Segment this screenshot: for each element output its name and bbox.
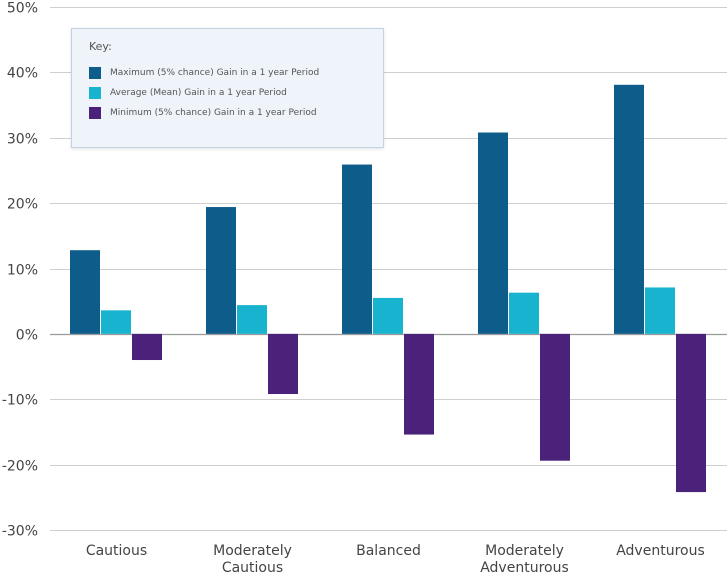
y-tick-label: 40%: [7, 66, 38, 82]
bar: [70, 250, 100, 334]
bar: [478, 132, 508, 334]
y-tick-label: 30%: [7, 132, 38, 148]
legend-swatch-maximum: [89, 67, 101, 79]
y-tick-label: 10%: [7, 263, 38, 279]
x-axis-category-labels: Cautious Moderately Cautious Balanced Modera…: [86, 543, 705, 575]
y-axis-tick-labels: 50% 40% 30% 20% 10% 0% -10% -20% -30%: [2, 1, 38, 540]
x-category-label: Moderately Adventurous: [480, 543, 569, 575]
bar: [614, 84, 644, 334]
bar: [132, 333, 162, 361]
x-category-label: Cautious: [86, 543, 147, 559]
y-tick-label: 20%: [7, 197, 38, 213]
legend-label-maximum: Maximum (5% chance) Gain in a 1 year Per…: [110, 68, 320, 78]
legend-label-average: Average (Mean) Gain in a 1 year Period: [110, 88, 287, 98]
bar: [342, 164, 372, 334]
bar: [101, 310, 131, 334]
legend-title: Key:: [89, 40, 112, 53]
bar: [373, 297, 403, 334]
legend: Key: Maximum (5% chance) Gain in a 1 yea…: [71, 28, 384, 148]
legend-swatch-minimum: [89, 107, 101, 119]
legend-item-minimum: Minimum (5% chance) Gain in a 1 year Per…: [89, 107, 317, 119]
x-category-label: Balanced: [356, 543, 421, 559]
bar: [206, 207, 236, 334]
bar: [268, 333, 298, 395]
bar: [509, 292, 539, 334]
x-category-label: Adventurous: [616, 543, 705, 559]
legend-label-minimum: Minimum (5% chance) Gain in a 1 year Per…: [110, 108, 317, 118]
y-tick-label: 0%: [16, 328, 38, 344]
y-tick-label: -10%: [2, 393, 38, 409]
bar: [237, 305, 267, 334]
y-tick-label: -20%: [2, 459, 38, 475]
x-category-label: Moderately Cautious: [213, 543, 292, 575]
bar: [404, 333, 434, 435]
bar: [676, 333, 706, 493]
y-tick-label: -30%: [2, 524, 38, 540]
legend-item-maximum: Maximum (5% chance) Gain in a 1 year Per…: [89, 67, 319, 79]
y-tick-label: 50%: [7, 1, 38, 17]
legend-swatch-average: [89, 87, 101, 99]
bar: [645, 287, 675, 334]
bar: [540, 333, 570, 461]
bars: [70, 84, 706, 493]
legend-item-average: Average (Mean) Gain in a 1 year Period: [89, 87, 287, 99]
